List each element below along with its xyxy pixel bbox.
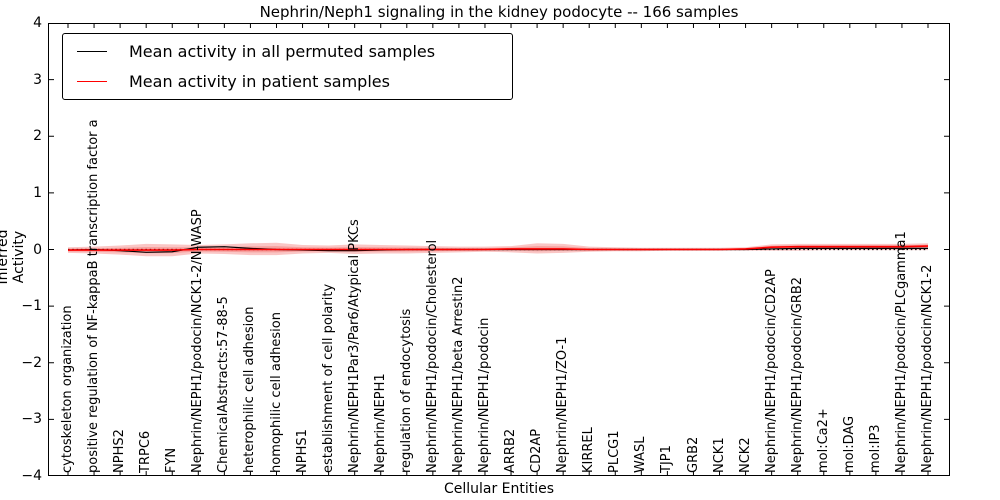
y-tick-label: 4: [33, 15, 42, 31]
x-tick-label: TJP1: [659, 445, 675, 473]
x-tick-label: GRB2: [685, 436, 701, 473]
legend: Mean activity in all permuted samples Me…: [62, 33, 513, 100]
x-tick-label: Nephrin/NEPH1: [372, 373, 388, 473]
x-tick-label: Nephrin/NEPH1Par3/Par6/Atypical PKCs: [346, 219, 362, 473]
plot-area: cytoskeleton organization positive regula…: [48, 23, 950, 476]
x-tick-label: NCK1: [711, 437, 727, 473]
x-tick-label: Nephrin/NEPH1/podocin/NCK1-2: [920, 264, 935, 473]
x-tick-label: FYN: [164, 447, 180, 473]
plot-canvas: [48, 23, 950, 476]
y-tick-label: 0: [33, 241, 42, 258]
y-axis-label: Inferred Activity: [0, 229, 27, 285]
x-tick-label: Nephrin/NEPH1/podocin/PLCgamma1: [893, 231, 909, 473]
legend-item-permuted: Mean activity in all permuted samples: [77, 38, 502, 66]
legend-label-permuted: Mean activity in all permuted samples: [129, 42, 436, 62]
x-tick-label: regulation of endocytosis: [398, 308, 414, 473]
x-tick-label: NPHS1: [294, 429, 310, 473]
y-tick-label: −4: [21, 468, 42, 484]
y-tick-label: 1: [33, 184, 42, 201]
x-tick-label: Nephrin/NEPH1/beta Arrestin2: [450, 276, 466, 474]
y-tick-label: 2: [33, 128, 42, 145]
x-tick-label: TRPC6: [138, 430, 154, 473]
y-tick-label: 3: [33, 71, 42, 88]
x-tick-label: cytoskeleton organization: [60, 305, 75, 473]
x-tick-label: WASL: [633, 436, 649, 473]
x-axis-label: Cellular Entities: [443, 481, 555, 497]
x-tick-label: Nephrin/NEPH1/podocin/CD2AP: [763, 269, 779, 473]
x-tick-label: NCK2: [737, 437, 753, 473]
x-tick-label: ARRB2: [503, 428, 518, 473]
x-tick-label: PLCG1: [607, 430, 623, 473]
x-tick-label: Nephrin/NEPH1/ZO-1: [555, 336, 571, 473]
x-tick-label: Nephrin/NEPH1/podocin: [477, 317, 492, 473]
x-tick-label: mol:DAG: [841, 415, 857, 473]
x-tick-label: Nephrin/NEPH1/podocin/GRB2: [789, 276, 805, 473]
y-tick-label: −1: [21, 298, 42, 315]
y-tick-label: −3: [21, 411, 42, 428]
x-tick-label: mol:Ca2+: [815, 408, 831, 473]
x-tick-label: Nephrin/NEPH1/podocin/NCK1-2/N-WASP: [190, 209, 206, 473]
x-tick-label: mol:IP3: [867, 424, 883, 473]
x-tick-label: homophilic cell adhesion: [268, 312, 284, 473]
x-tick-label: KIRREL: [581, 427, 597, 473]
x-tick-label: Nephrin/NEPH1/podocin/Cholesterol: [424, 239, 440, 473]
x-tick-label: establishment of cell polarity: [320, 283, 336, 473]
permuted-line-swatch: [77, 51, 107, 53]
chart-title: Nephrin/Neph1 signaling in the kidney po…: [259, 3, 739, 21]
x-tick-label: ChemicalAbstracts:57-88-5: [216, 296, 232, 473]
x-tick-label: NPHS2: [112, 429, 128, 473]
x-tick-label: heterophilic cell adhesion: [242, 306, 258, 474]
x-tick-label: CD2AP: [529, 428, 545, 473]
legend-label-patient: Mean activity in patient samples: [129, 71, 390, 91]
x-tick-label: positive regulation of NF-kappaB transcr…: [86, 119, 102, 473]
legend-item-patient: Mean activity in patient samples: [77, 67, 502, 95]
patient-line-swatch: [77, 80, 107, 82]
y-tick-label: −2: [21, 354, 42, 371]
